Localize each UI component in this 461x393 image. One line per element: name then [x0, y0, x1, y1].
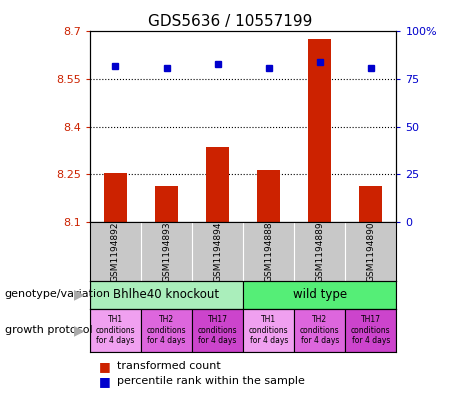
Text: GSM1194893: GSM1194893: [162, 221, 171, 282]
Text: TH2
conditions
for 4 days: TH2 conditions for 4 days: [147, 315, 186, 345]
Bar: [243, 281, 396, 309]
Text: transformed count: transformed count: [117, 361, 220, 371]
Bar: [90, 281, 243, 309]
Text: GSM1194890: GSM1194890: [366, 221, 375, 282]
Bar: [243, 309, 294, 352]
Bar: [206, 147, 229, 222]
Text: TH1
conditions
for 4 days: TH1 conditions for 4 days: [95, 315, 135, 345]
Text: TH2
conditions
for 4 days: TH2 conditions for 4 days: [300, 315, 340, 345]
Bar: [294, 309, 345, 352]
Text: percentile rank within the sample: percentile rank within the sample: [117, 376, 305, 386]
Text: TH17
conditions
for 4 days: TH17 conditions for 4 days: [198, 315, 237, 345]
Text: wild type: wild type: [293, 288, 347, 301]
Bar: [360, 185, 383, 222]
Text: TH17
conditions
for 4 days: TH17 conditions for 4 days: [351, 315, 391, 345]
Text: ■: ■: [99, 375, 111, 388]
Text: growth protocol: growth protocol: [5, 325, 92, 335]
Text: ■: ■: [99, 360, 111, 373]
Text: GSM1194889: GSM1194889: [315, 221, 325, 282]
Bar: [90, 309, 141, 352]
Text: TH1
conditions
for 4 days: TH1 conditions for 4 days: [249, 315, 289, 345]
Bar: [141, 309, 192, 352]
Bar: [104, 173, 127, 222]
Text: GDS5636 / 10557199: GDS5636 / 10557199: [148, 14, 313, 29]
Text: GSM1194892: GSM1194892: [111, 221, 120, 282]
Text: GSM1194888: GSM1194888: [264, 221, 273, 282]
Bar: [257, 170, 280, 222]
Bar: [192, 309, 243, 352]
Text: ▶: ▶: [74, 323, 84, 337]
Bar: [345, 309, 396, 352]
Bar: [155, 185, 178, 222]
Text: GSM1194894: GSM1194894: [213, 221, 222, 282]
Text: Bhlhe40 knockout: Bhlhe40 knockout: [113, 288, 219, 301]
Text: genotype/variation: genotype/variation: [5, 289, 111, 299]
Text: ▶: ▶: [74, 287, 84, 301]
Bar: [308, 39, 331, 222]
